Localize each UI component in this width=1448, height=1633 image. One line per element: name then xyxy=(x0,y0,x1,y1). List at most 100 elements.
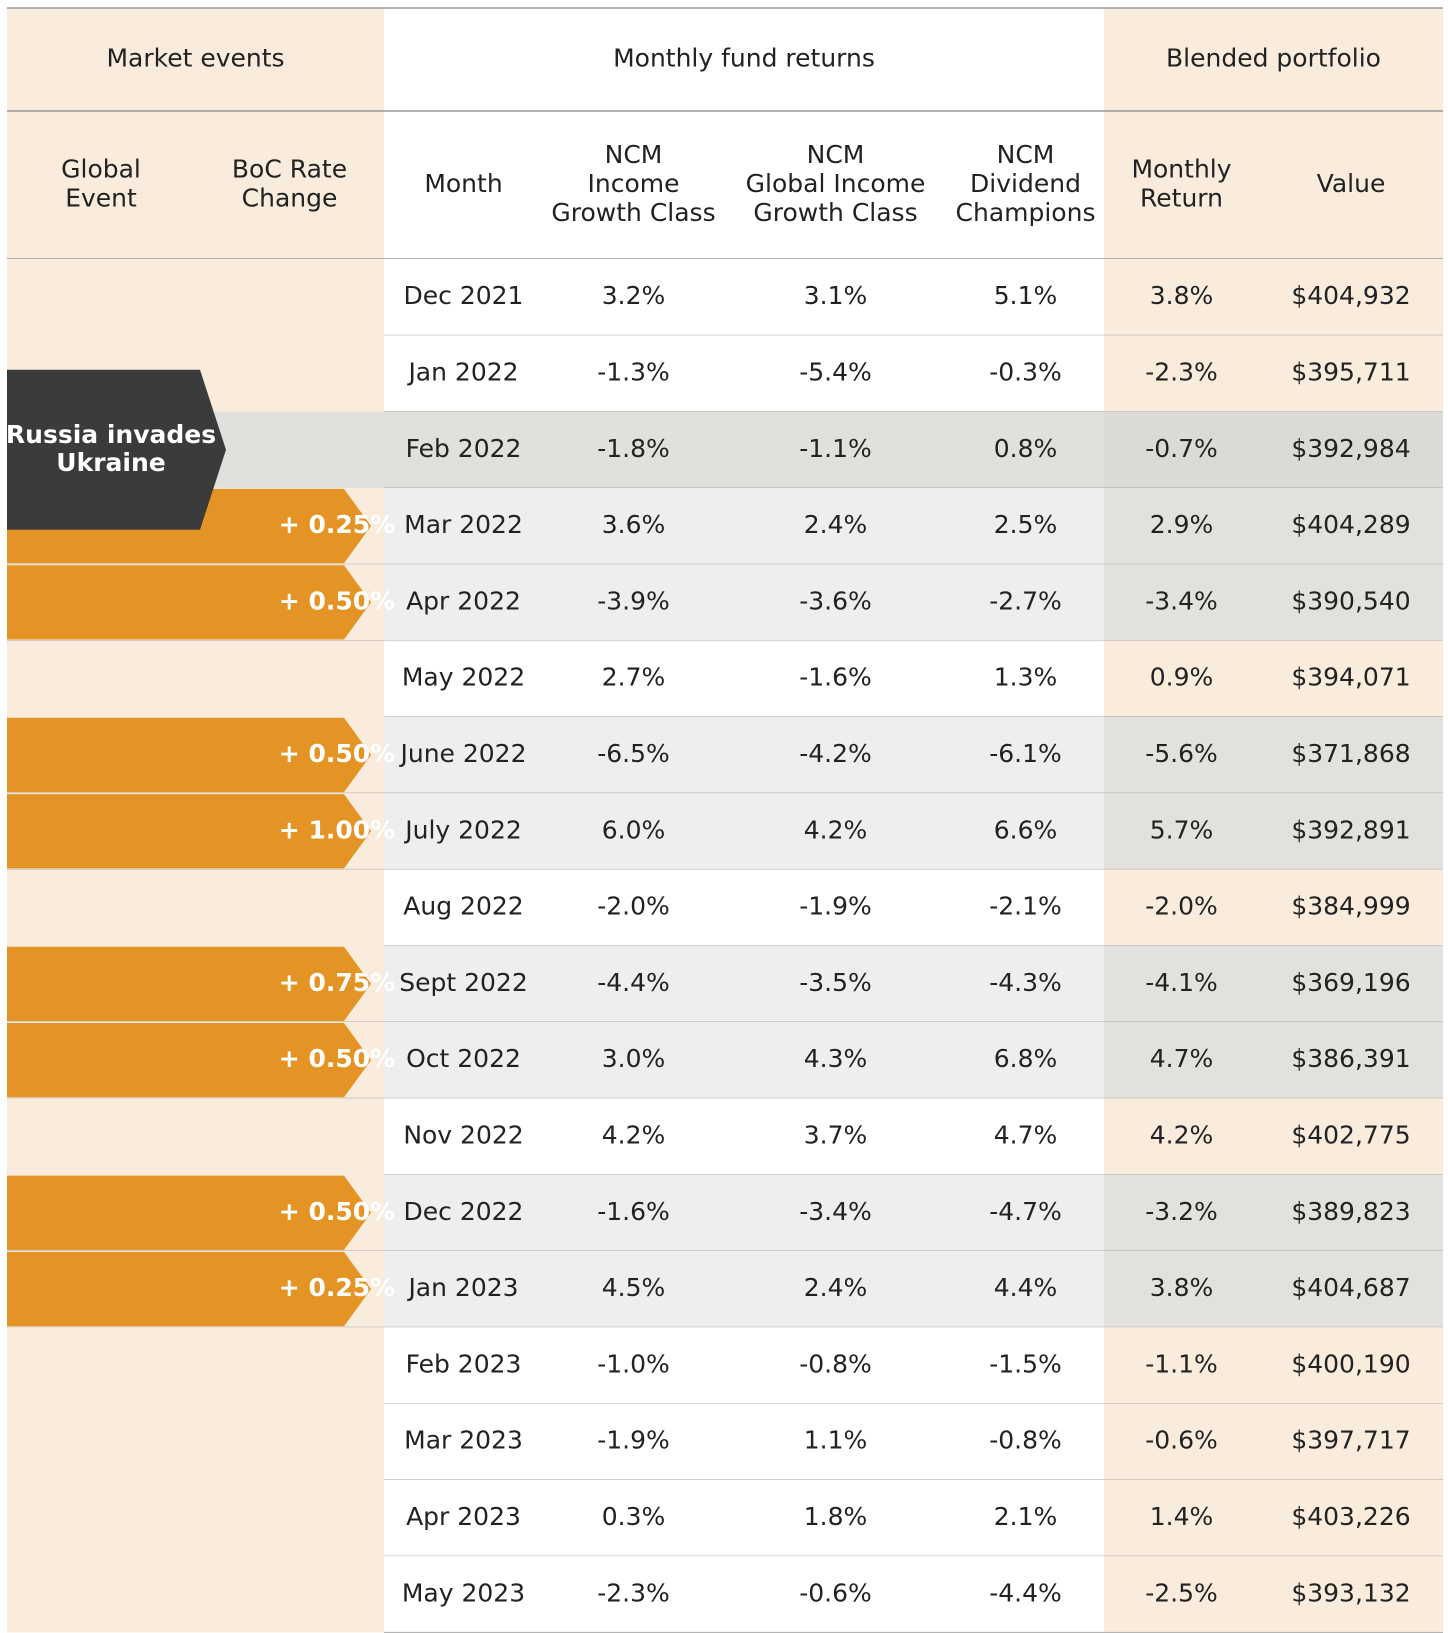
cell: 3.7% xyxy=(804,1120,868,1149)
column-header: Event xyxy=(65,184,137,213)
cell: -4.4% xyxy=(597,968,670,997)
cell: $394,071 xyxy=(1291,663,1410,692)
month: Nov 2022 xyxy=(403,1120,523,1149)
cell: -0.6% xyxy=(799,1578,872,1607)
cell: 5.1% xyxy=(994,281,1058,310)
cell: 1.1% xyxy=(804,1426,868,1455)
cell: 0.9% xyxy=(1150,663,1214,692)
left-bg xyxy=(7,1327,384,1403)
rate-change: + 0.25% xyxy=(279,1273,395,1302)
cell: 0.3% xyxy=(602,1502,666,1531)
month: May 2023 xyxy=(402,1578,525,1607)
month: Jan 2023 xyxy=(406,1273,518,1302)
column-header: Global Income xyxy=(746,169,926,198)
cell: -1.3% xyxy=(597,357,670,386)
month: Oct 2022 xyxy=(406,1044,521,1073)
cell: 2.1% xyxy=(994,1502,1058,1531)
cell: 1.3% xyxy=(994,663,1058,692)
month: Feb 2022 xyxy=(406,434,522,463)
cell: -3.2% xyxy=(1145,1197,1218,1226)
month: Sept 2022 xyxy=(399,968,528,997)
cell: $400,190 xyxy=(1291,1349,1410,1378)
cell: 4.2% xyxy=(1150,1120,1214,1149)
group-header: Blended portfolio xyxy=(1166,44,1381,73)
cell: 3.2% xyxy=(602,281,666,310)
cell: 3.1% xyxy=(804,281,868,310)
cell: -3.5% xyxy=(799,968,872,997)
left-bg xyxy=(7,1556,384,1632)
cell: 4.3% xyxy=(804,1044,868,1073)
column-header: Income xyxy=(588,169,680,198)
rate-change: + 0.25% xyxy=(279,510,395,539)
column-header: Change xyxy=(242,184,338,213)
column-header: Month xyxy=(424,169,502,198)
cell: -1.0% xyxy=(597,1349,670,1378)
cell: -5.6% xyxy=(1145,739,1218,768)
month: Dec 2022 xyxy=(404,1197,524,1226)
left-bg xyxy=(7,869,384,945)
month: June 2022 xyxy=(398,739,526,768)
column-header: Global xyxy=(61,155,141,184)
cell: 4.2% xyxy=(804,815,868,844)
rate-change: + 0.75% xyxy=(279,968,395,997)
cell: $384,999 xyxy=(1291,892,1410,921)
cell: -5.4% xyxy=(799,357,872,386)
cell: 4.7% xyxy=(1150,1044,1214,1073)
column-header: Return xyxy=(1140,184,1223,213)
rate-change: + 0.50% xyxy=(279,1197,395,1226)
cell: $395,711 xyxy=(1291,357,1410,386)
left-bg xyxy=(7,1098,384,1174)
cell: $371,868 xyxy=(1291,739,1410,768)
cell: -2.7% xyxy=(989,586,1062,615)
left-bg xyxy=(7,259,384,335)
column-header: Growth Class xyxy=(753,198,917,227)
cell: 2.7% xyxy=(602,663,666,692)
left-bg xyxy=(7,1480,384,1556)
cell: 1.8% xyxy=(804,1502,868,1531)
cell: $404,687 xyxy=(1291,1273,1410,1302)
cell: -4.4% xyxy=(989,1578,1062,1607)
cell: $403,226 xyxy=(1291,1502,1410,1531)
cell: $393,132 xyxy=(1291,1578,1410,1607)
cell: $397,717 xyxy=(1291,1426,1410,1455)
cell: -2.3% xyxy=(597,1578,670,1607)
cell: 3.0% xyxy=(602,1044,666,1073)
cell: $392,891 xyxy=(1291,815,1410,844)
cell: -1.9% xyxy=(799,892,872,921)
cell: -1.1% xyxy=(1145,1349,1218,1378)
month: Apr 2022 xyxy=(406,586,521,615)
table: Market eventsMonthly fund returnsBlended… xyxy=(0,0,1448,1633)
event-label: Russia invades xyxy=(6,420,216,449)
cell: -1.9% xyxy=(597,1426,670,1455)
cell: $404,932 xyxy=(1291,281,1410,310)
cell: -4.3% xyxy=(989,968,1062,997)
cell: -0.8% xyxy=(799,1349,872,1378)
month: Feb 2023 xyxy=(406,1349,522,1378)
month: Aug 2022 xyxy=(403,892,523,921)
cell: 6.6% xyxy=(994,815,1058,844)
group-header: Monthly fund returns xyxy=(613,44,875,73)
month: Dec 2021 xyxy=(404,281,524,310)
cell: 2.5% xyxy=(994,510,1058,539)
month: July 2022 xyxy=(403,815,522,844)
column-header: NCM xyxy=(605,140,663,169)
cell: 5.7% xyxy=(1150,815,1214,844)
column-header: NCM xyxy=(997,140,1055,169)
column-header: Value xyxy=(1317,169,1386,198)
cell: 4.4% xyxy=(994,1273,1058,1302)
month: Jan 2022 xyxy=(406,357,518,386)
rate-change: + 0.50% xyxy=(279,739,395,768)
rate-change: + 1.00% xyxy=(279,815,395,844)
left-bg xyxy=(7,1404,384,1480)
column-header: Growth Class xyxy=(551,198,715,227)
cell: $392,984 xyxy=(1291,434,1410,463)
cell: -6.5% xyxy=(597,739,670,768)
cell: 2.4% xyxy=(804,1273,868,1302)
cell: -4.1% xyxy=(1145,968,1218,997)
event-label: Ukraine xyxy=(56,448,165,477)
cell: $390,540 xyxy=(1291,586,1410,615)
cell: -0.3% xyxy=(989,357,1062,386)
cell: 0.8% xyxy=(994,434,1058,463)
rate-change: + 0.50% xyxy=(279,1044,395,1073)
cell: -6.1% xyxy=(989,739,1062,768)
